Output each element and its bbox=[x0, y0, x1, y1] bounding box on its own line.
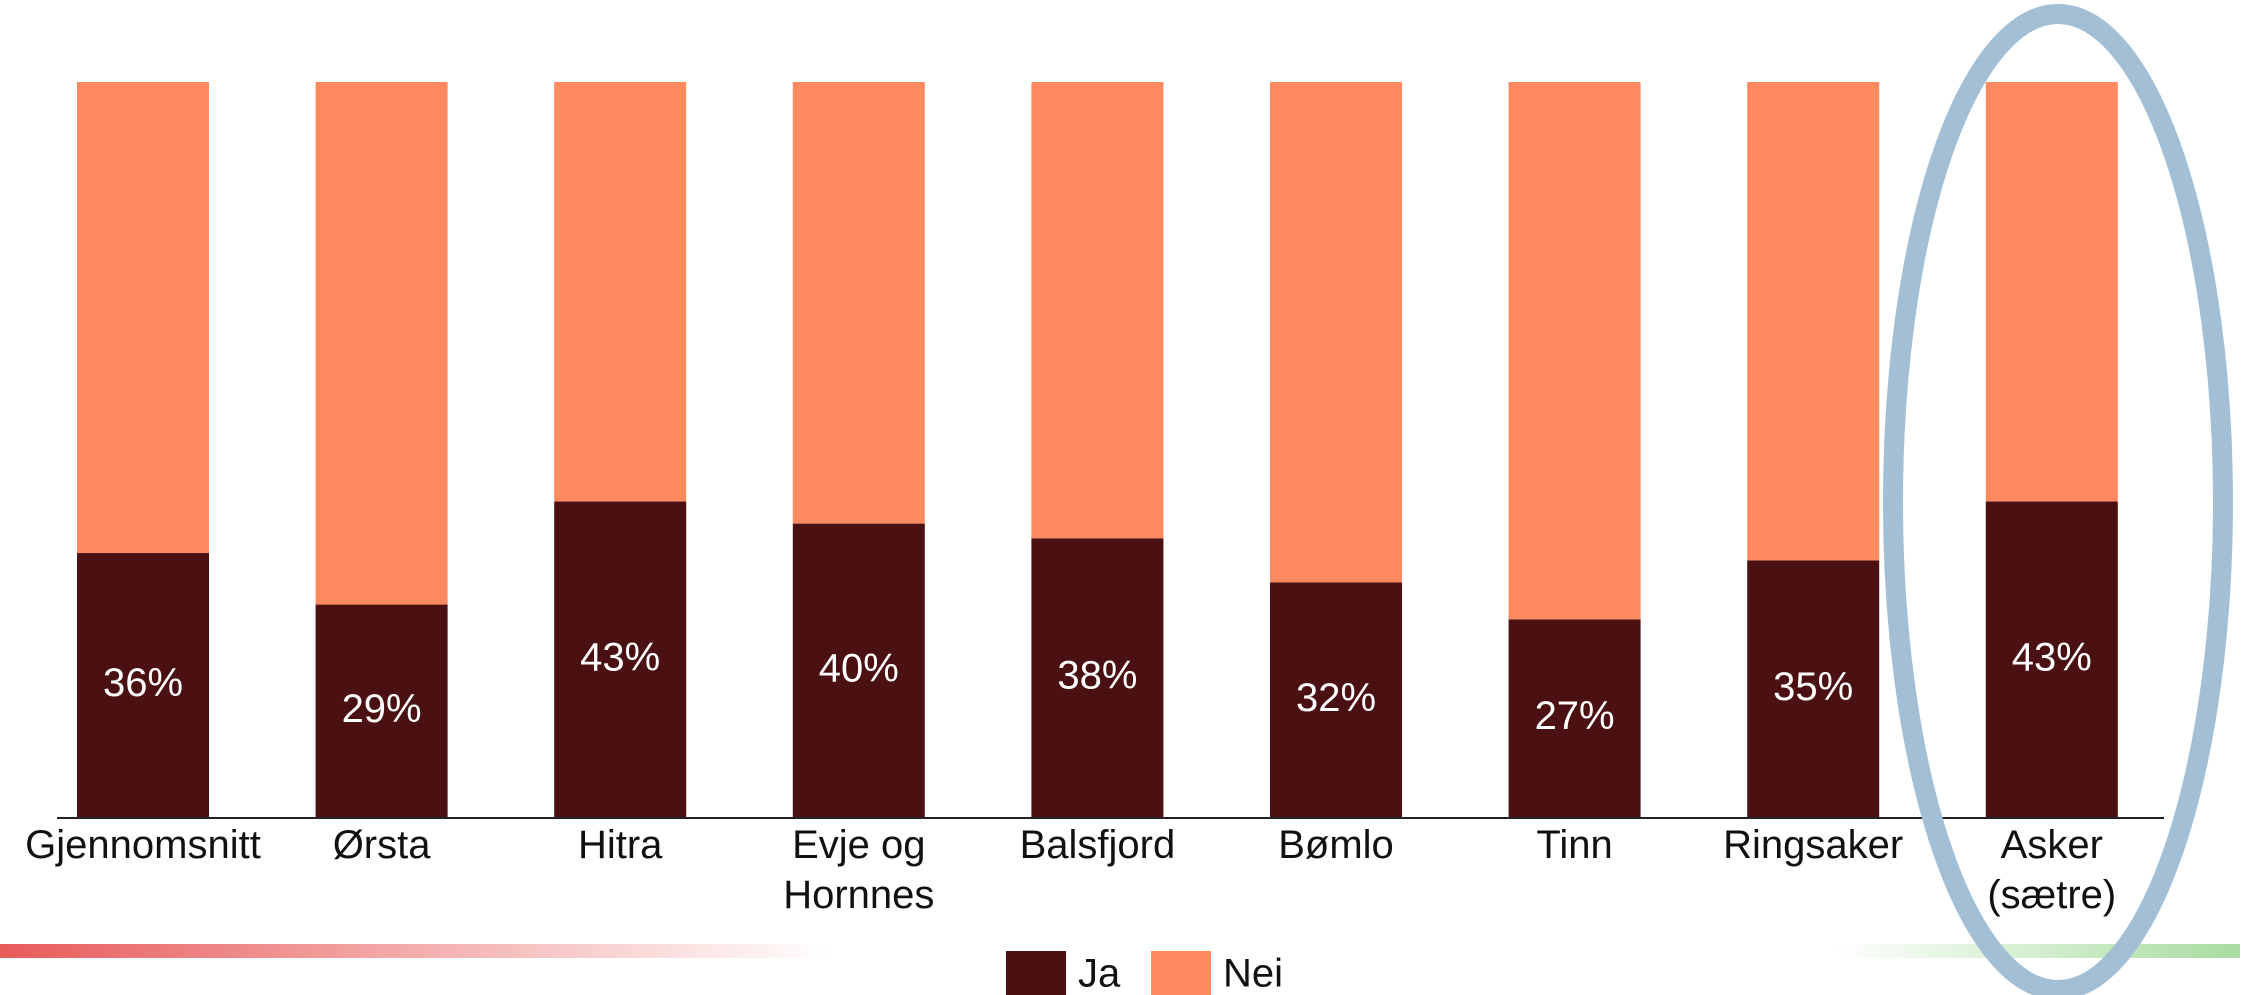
bar-segment bbox=[1508, 82, 1641, 620]
data-label: 36% bbox=[103, 661, 183, 705]
data-label: 27% bbox=[1535, 694, 1615, 738]
bar-segment bbox=[1985, 501, 2118, 818]
bar-segment bbox=[77, 553, 209, 818]
bar-segment bbox=[792, 523, 925, 818]
legend-label: Nei bbox=[1223, 952, 1283, 995]
data-label: 35% bbox=[1773, 665, 1853, 709]
legend-swatch bbox=[1151, 951, 1211, 995]
highlight-ring bbox=[1883, 4, 2233, 995]
bar-segment bbox=[1031, 538, 1164, 818]
x-tick-label: Hitra bbox=[577, 823, 663, 867]
bar-segment bbox=[792, 82, 925, 524]
x-tick-label: Balsfjord bbox=[1019, 823, 1176, 867]
x-tick-label: Evje og Hornnes bbox=[783, 823, 935, 917]
data-label: 38% bbox=[1057, 654, 1137, 698]
legend-swatch bbox=[1006, 951, 1066, 995]
data-label: 40% bbox=[819, 646, 899, 690]
bar-segment bbox=[554, 82, 687, 502]
x-tick-label: Bømlo bbox=[1278, 823, 1394, 867]
bar-segment bbox=[1508, 619, 1641, 818]
x-tick-label: Asker (sætre) bbox=[1987, 823, 2117, 917]
bar-segment bbox=[1747, 82, 1880, 561]
x-tick-label: Ørsta bbox=[332, 823, 431, 867]
bar-segment bbox=[1985, 82, 2118, 502]
x-tick-label: Gjennomsnitt bbox=[25, 823, 261, 867]
legend-label: Ja bbox=[1078, 952, 1121, 995]
data-label: 43% bbox=[580, 635, 660, 679]
x-tick-label: Ringsaker bbox=[1723, 823, 1904, 867]
bar-segment bbox=[554, 501, 687, 818]
bar-segment bbox=[1747, 560, 1880, 818]
bar-segment bbox=[315, 604, 448, 818]
data-label: 29% bbox=[342, 687, 422, 731]
bar-segment bbox=[1270, 582, 1402, 818]
bar-segment bbox=[315, 82, 448, 605]
data-label: 32% bbox=[1296, 676, 1376, 720]
bar-segment bbox=[77, 82, 209, 554]
decor-stripe bbox=[1834, 944, 2240, 958]
bar-segment bbox=[1031, 82, 1164, 539]
data-label: 43% bbox=[2012, 635, 2092, 679]
decor-stripe bbox=[0, 944, 830, 958]
bar-segment bbox=[1270, 82, 1402, 583]
x-tick-label: Tinn bbox=[1536, 823, 1613, 867]
